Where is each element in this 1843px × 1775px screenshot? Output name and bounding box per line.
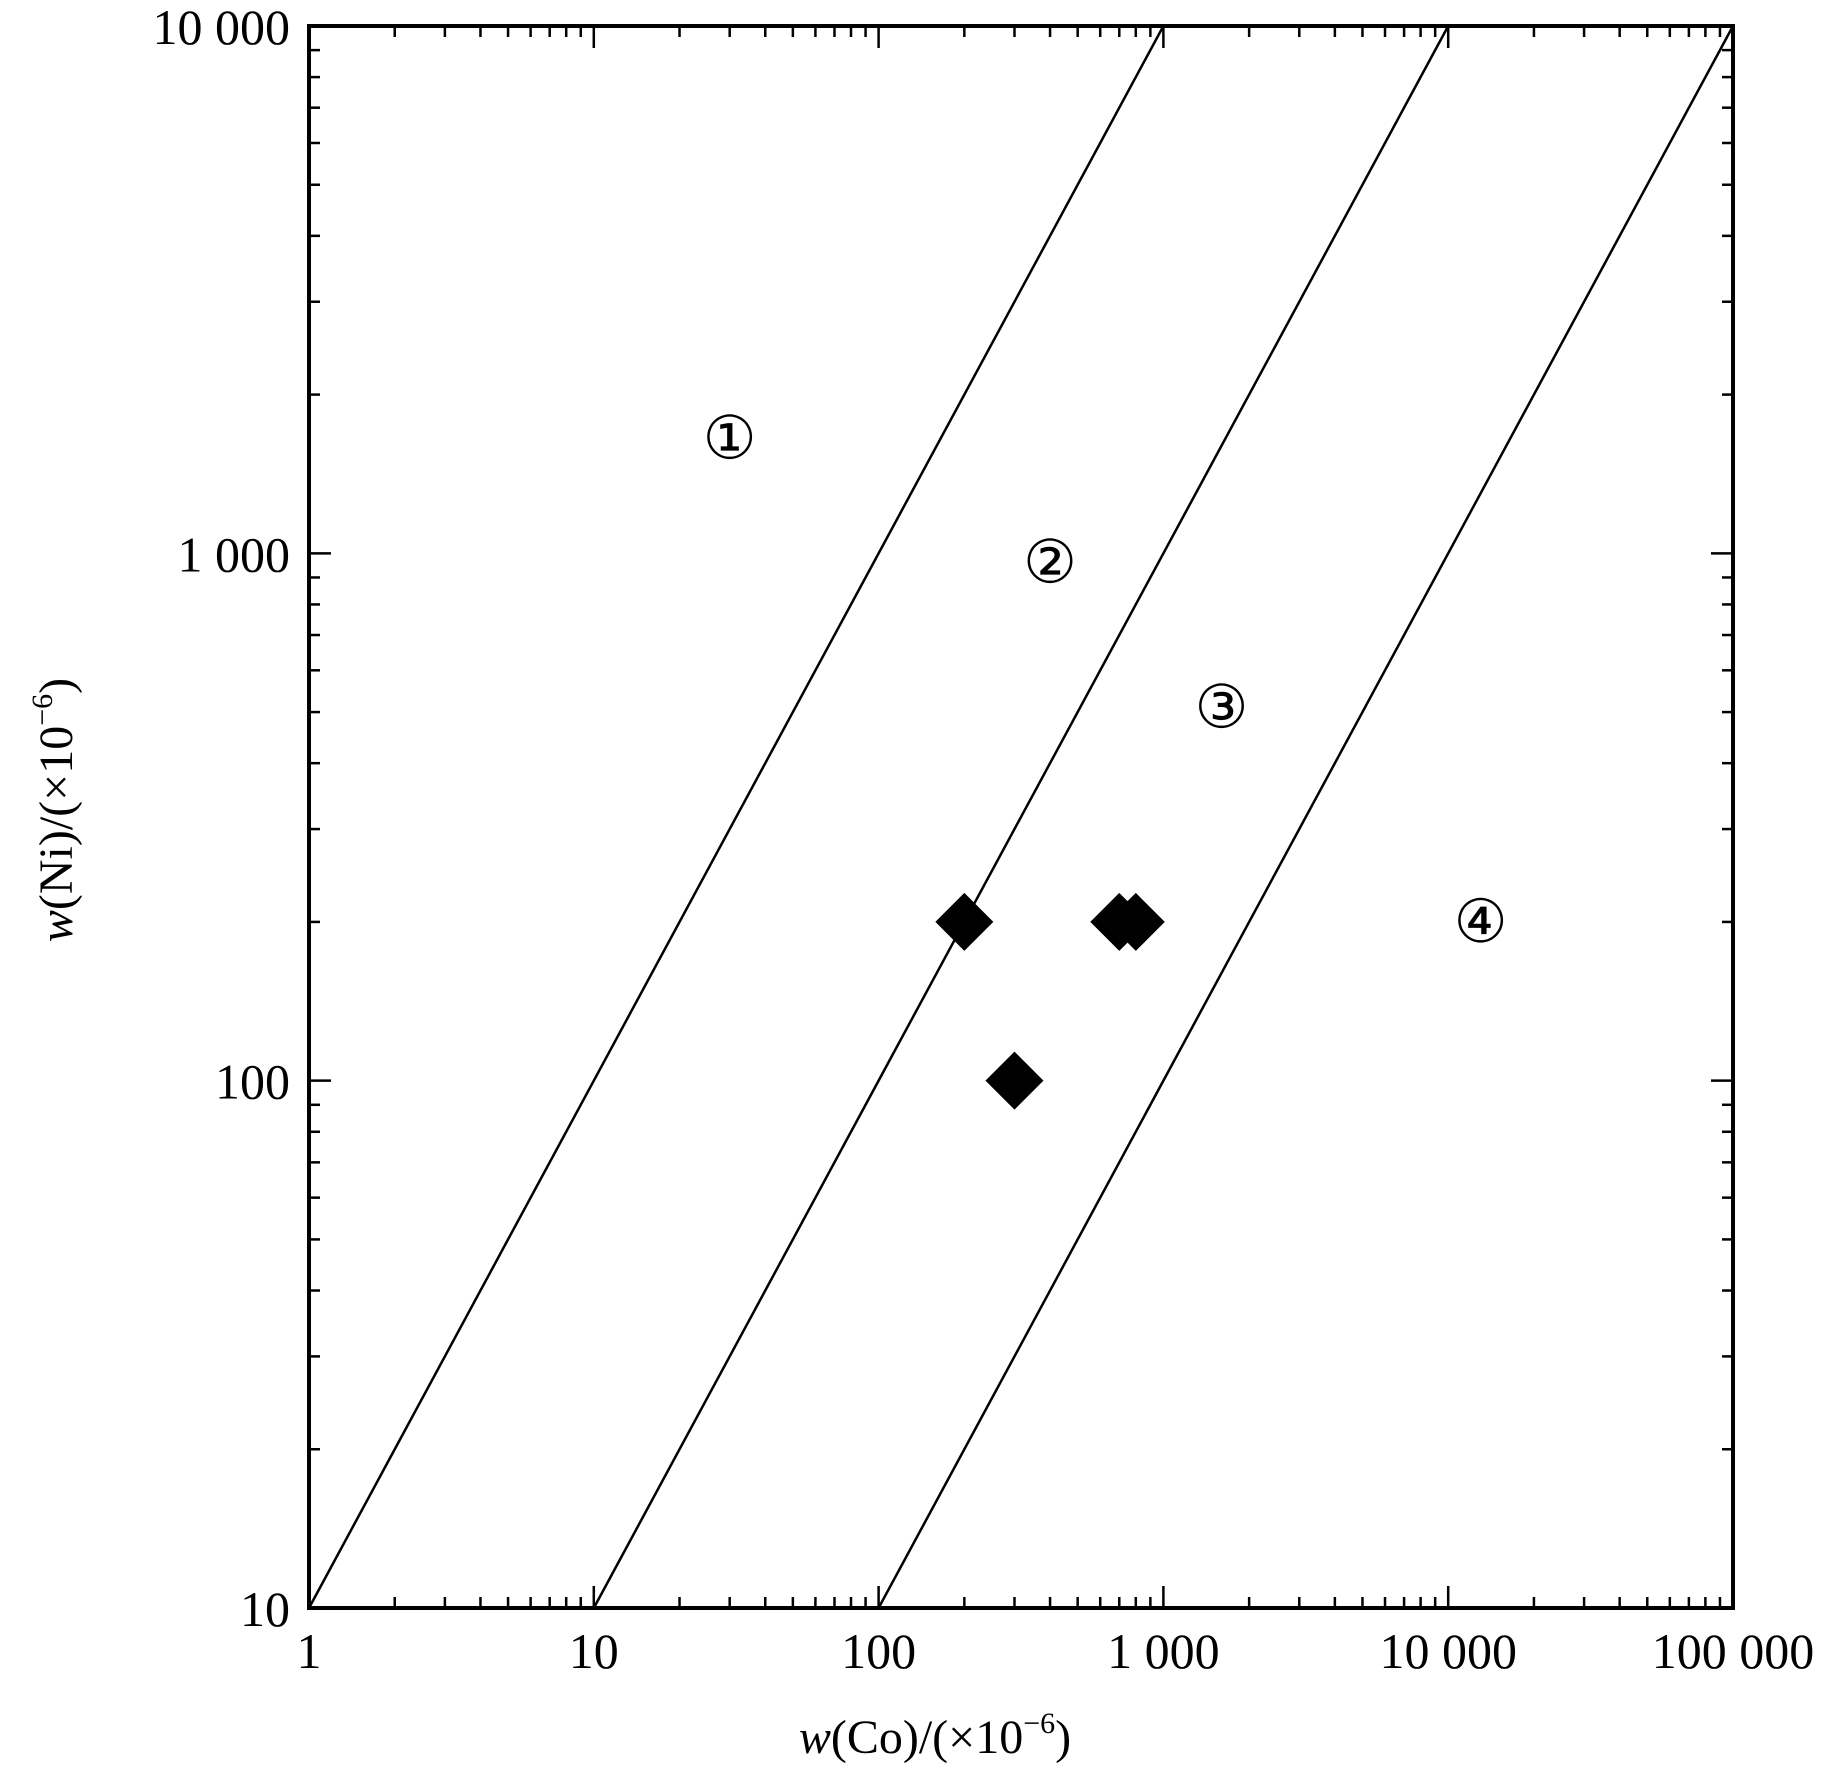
x-tick-label: 1 000 (1107, 1623, 1220, 1679)
x-tick-label: 100 (841, 1623, 916, 1679)
plot-frame (307, 24, 1735, 1610)
y-tick-label: 10 (240, 1581, 290, 1637)
x-tick-label: 10 000 (1379, 1623, 1517, 1679)
region-labels: ① ② ③ ④ (703, 404, 1508, 957)
y-tick-labels: 10 100 1 000 10 000 (153, 0, 291, 1637)
boundary-line (307, 25, 1165, 1609)
y-tick-label: 10 000 (153, 0, 291, 55)
y-tick-label: 1 000 (178, 526, 291, 582)
data-point (935, 892, 994, 951)
region-label: ② (1023, 528, 1077, 598)
data-points (935, 892, 1165, 1110)
data-point (985, 1051, 1044, 1110)
region-label: ① (703, 404, 757, 474)
y-axis-title: w(Ni)/(×10−6) (26, 678, 83, 942)
boundary-line (877, 25, 1735, 1609)
x-tick-label: 10 (569, 1623, 619, 1679)
region-label: ④ (1454, 887, 1508, 957)
boundary-lines (307, 25, 1735, 1609)
y-tick-label: 100 (215, 1054, 290, 1110)
x-tick-label: 1 (297, 1623, 322, 1679)
data-point (1106, 892, 1165, 951)
boundary-line (592, 25, 1450, 1609)
region-label: ③ (1195, 673, 1249, 743)
x-tick-label: 100 000 (1652, 1623, 1815, 1679)
x-tick-labels: 1 10 100 1 000 10 000 100 000 (297, 1623, 1815, 1679)
x-axis-title: w(Co)/(×10−6) (799, 1707, 1071, 1764)
